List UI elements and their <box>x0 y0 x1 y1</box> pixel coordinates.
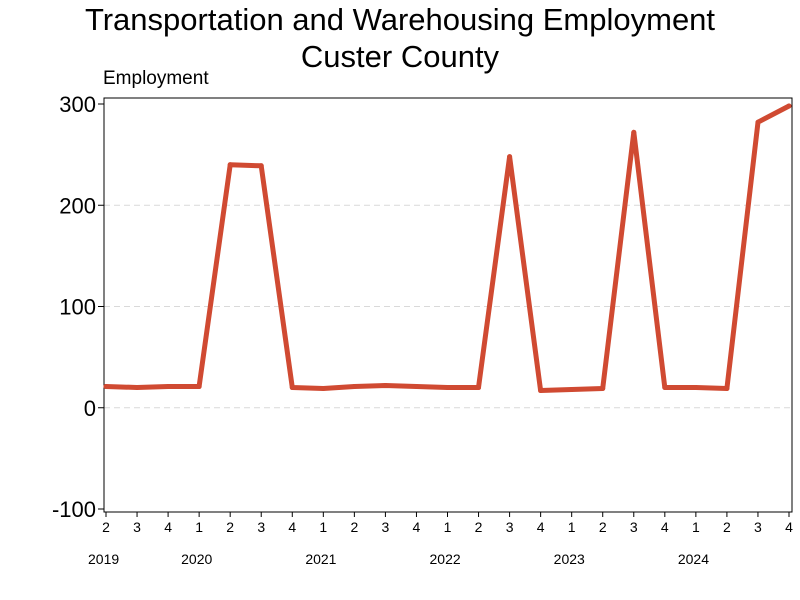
year-label: 2019 <box>88 551 119 567</box>
x-axis: 2 3 4 1 2 3 4 1 2 3 4 1 2 3 4 1 2 3 4 1 2 3 4 2019 2020 2021 2022 2… <box>88 512 793 567</box>
year-label: 2024 <box>678 551 709 567</box>
gridlines <box>104 204 792 409</box>
x-tick-label: 1 <box>444 519 452 535</box>
chart-subtitle: Custer County <box>300 39 500 74</box>
data-point <box>662 385 668 390</box>
x-tick-label: 1 <box>568 519 576 535</box>
data-point <box>600 386 606 392</box>
y-tick-label: 0 <box>84 396 96 421</box>
data-point <box>165 383 171 389</box>
year-label: 2023 <box>554 551 585 567</box>
data-point <box>289 385 295 390</box>
data-point <box>538 388 544 394</box>
chart-title: Transportation and Warehousing Employmen… <box>84 2 716 37</box>
y-axis-label: Employment <box>103 68 209 89</box>
data-point <box>382 382 388 388</box>
y-tick-label: -100 <box>52 497 96 522</box>
x-tick-label: 1 <box>692 519 700 535</box>
data-point <box>724 386 730 392</box>
x-tick-label: 1 <box>195 519 203 535</box>
data-point <box>413 383 419 389</box>
plot-frame <box>103 97 793 513</box>
x-tick-label: 4 <box>413 519 421 535</box>
y-axis: -100 0 100 200 300 <box>52 92 104 522</box>
year-label: 2022 <box>430 551 461 567</box>
y-tick-label: 200 <box>59 193 96 218</box>
x-tick-label: 3 <box>133 519 141 535</box>
x-tick-label: 3 <box>506 519 514 535</box>
data-point <box>507 154 513 160</box>
data-point <box>755 119 761 125</box>
data-point <box>196 383 202 389</box>
data-point <box>103 383 109 389</box>
data-point <box>786 103 792 109</box>
x-tick-label: 2 <box>475 519 483 535</box>
data-point <box>631 129 637 135</box>
x-tick-label: 2 <box>723 519 731 535</box>
data-point <box>227 162 233 168</box>
x-tick-label: 2 <box>102 519 110 535</box>
y-tick-label: 100 <box>59 295 96 320</box>
data-point <box>320 386 326 392</box>
data-point <box>134 385 140 390</box>
year-label: 2021 <box>305 551 336 567</box>
x-tick-label: 3 <box>754 519 762 535</box>
y-tick-label: 300 <box>59 92 96 117</box>
x-tick-label: 4 <box>164 519 172 535</box>
series-line <box>103 103 792 393</box>
x-tick-label: 4 <box>661 519 669 535</box>
x-tick-label: 4 <box>288 519 296 535</box>
year-label: 2020 <box>181 551 212 567</box>
x-tick-label: 4 <box>785 519 793 535</box>
data-point <box>569 387 575 393</box>
x-tick-label: 4 <box>537 519 545 535</box>
x-tick-label: 2 <box>350 519 358 535</box>
data-point <box>476 385 482 390</box>
data-point <box>693 385 699 390</box>
x-tick-label: 2 <box>226 519 234 535</box>
data-point <box>445 385 450 390</box>
x-tick-label: 3 <box>257 519 265 535</box>
data-point <box>258 163 264 169</box>
data-point <box>351 383 357 389</box>
x-tick-label: 1 <box>319 519 327 535</box>
x-tick-label: 2 <box>599 519 607 535</box>
series-group <box>103 103 792 394</box>
x-tick-label: 3 <box>630 519 638 535</box>
x-tick-label: 3 <box>382 519 390 535</box>
